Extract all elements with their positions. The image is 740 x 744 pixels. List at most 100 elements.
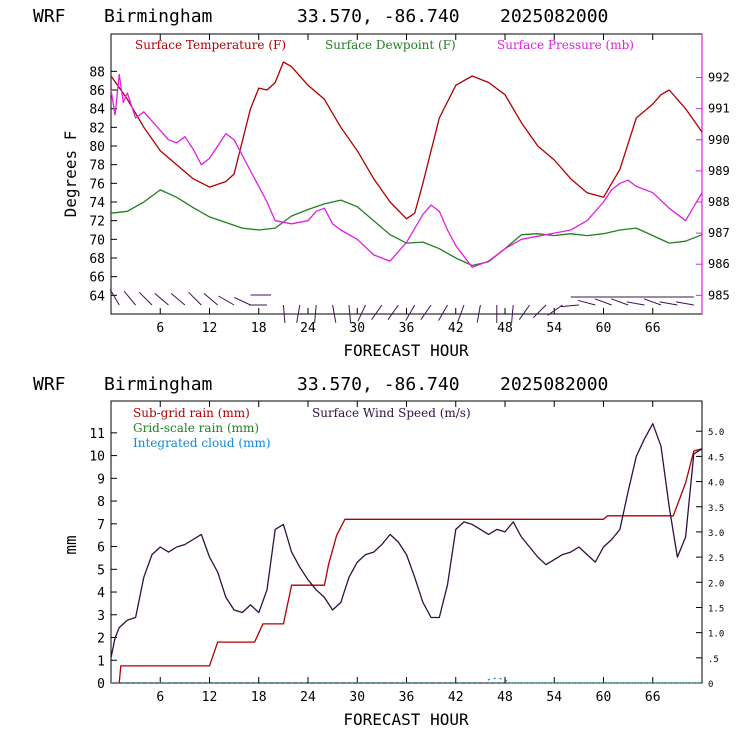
y2-tick-label: 991 — [708, 102, 730, 116]
legend-temperature: Surface Temperature (F) — [135, 38, 286, 52]
y2-tick-label: 0 — [708, 680, 713, 690]
wind-barb — [518, 304, 531, 320]
panel2-location: Birmingham — [104, 374, 212, 395]
y2-tick-label: 3.0 — [708, 529, 724, 539]
x-tick-label: 30 — [349, 690, 365, 705]
x-tick-label: 6 — [156, 321, 164, 336]
x-tick-label: 24 — [300, 321, 316, 336]
y2-tick-label: 4.0 — [708, 479, 724, 489]
panel2-y2-axis: 0 .5 1.0 1.5 2.0 2.5 3.0 3.5 4.0 4.5 5.0 — [696, 428, 724, 690]
surface-temperature-f-line — [110, 61, 703, 220]
panel1-series — [110, 61, 703, 268]
y2-tick-label: 986 — [708, 257, 730, 271]
wind-barb — [282, 304, 286, 323]
wind-barb — [532, 304, 547, 319]
y-tick-label: 64 — [89, 289, 105, 304]
legend-dewpoint: Surface Dewpoint (F) — [325, 38, 456, 52]
x-tick-label: 36 — [399, 690, 415, 705]
panel1-location: Birmingham — [104, 6, 212, 27]
panel1-model: WRF — [33, 6, 66, 27]
wind-barb — [577, 299, 596, 306]
legend-integrated-cloud: Integrated cloud (mm) — [133, 436, 271, 450]
wind-barb — [594, 298, 612, 306]
wind-barb — [626, 301, 645, 306]
wind-barb — [138, 291, 153, 306]
x-tick-label: 48 — [497, 690, 513, 705]
x-tick-label: 60 — [596, 321, 612, 336]
integrated-cloud-mm-line — [111, 677, 702, 684]
y-tick-label: 10 — [89, 450, 105, 465]
panel2-run: 2025082000 — [500, 374, 608, 395]
panel1-ylabel: Degrees F — [61, 131, 80, 218]
wind-barb — [332, 304, 337, 323]
y-tick-label: 11 — [89, 427, 105, 442]
y-tick-label: 86 — [89, 84, 105, 99]
y-tick-label: 66 — [89, 271, 105, 286]
y-tick-label: 84 — [89, 103, 105, 118]
y2-tick-label: 990 — [708, 133, 730, 147]
y-tick-label: 68 — [89, 252, 105, 267]
x-tick-label: 60 — [596, 690, 612, 705]
x-tick-label: 12 — [202, 690, 218, 705]
y-tick-label: 1 — [97, 654, 105, 669]
wind-barb — [676, 301, 694, 306]
y2-tick-label: 992 — [708, 71, 730, 85]
wind-barb — [476, 304, 481, 323]
x-tick-label: 54 — [546, 690, 562, 705]
y2-tick-label: 987 — [708, 226, 730, 240]
x-tick-label: 66 — [645, 690, 661, 705]
y-tick-label: 0 — [97, 677, 105, 692]
panel1-run: 2025082000 — [500, 6, 608, 27]
wind-barb — [154, 293, 169, 306]
y-tick-label: 88 — [89, 65, 105, 80]
panel2-model: WRF — [33, 374, 66, 395]
x-tick-label: 36 — [399, 321, 415, 336]
y2-tick-label: 2.5 — [708, 554, 724, 564]
wind-barb — [511, 304, 514, 323]
y2-tick-label: 989 — [708, 164, 730, 178]
wind-barb — [457, 304, 465, 323]
x-tick-label: 18 — [251, 690, 267, 705]
y2-tick-label: 5.0 — [708, 428, 724, 438]
panel1-frame — [110, 33, 703, 315]
panel2-y-axis: 0 1 2 3 4 5 6 7 8 9 10 11 — [89, 427, 117, 692]
x-tick-label: 30 — [349, 321, 365, 336]
wind-barb — [387, 304, 399, 320]
y2-tick-label: 3.5 — [708, 504, 724, 514]
wind-barb — [170, 293, 186, 306]
panel2-xlabel: FORECAST HOUR — [343, 710, 469, 729]
y-tick-label: 7 — [97, 518, 105, 533]
x-tick-label: 6 — [156, 690, 164, 705]
y2-tick-label: .5 — [708, 655, 719, 665]
y-tick-label: 6 — [97, 541, 105, 556]
y-tick-label: 3 — [97, 609, 105, 624]
panel1-y2-axis: 985 986 987 988 989 990 991 992 — [696, 71, 730, 302]
panel2-coords: 33.570, -86.740 — [297, 374, 460, 395]
y-tick-label: 70 — [89, 233, 105, 248]
surface-wind-speed-m-s-line — [110, 423, 703, 658]
y2-tick-label: 985 — [708, 288, 730, 302]
y-tick-label: 76 — [89, 177, 105, 192]
precip-panel: WRF Birmingham 33.570, -86.740 202508200… — [33, 374, 724, 729]
y2-tick-label: 988 — [708, 195, 730, 209]
legend-gridscale-rain: Grid-scale rain (mm) — [133, 421, 259, 435]
y2-tick-label: 4.5 — [708, 453, 724, 463]
x-tick-label: 12 — [202, 321, 218, 336]
wind-barb — [109, 289, 120, 306]
x-tick-label: 42 — [448, 690, 464, 705]
sub-grid-rain-mm-line — [111, 448, 703, 684]
x-tick-label: 48 — [497, 321, 513, 336]
wind-barb — [218, 295, 235, 306]
panel1-x-axis: 6 12 18 24 30 36 42 48 54 60 66 — [156, 34, 661, 336]
x-tick-label: 54 — [546, 321, 562, 336]
y-tick-label: 78 — [89, 159, 105, 174]
y2-tick-label: 2.0 — [708, 579, 724, 589]
panel2-series — [110, 423, 703, 684]
wind-barb — [123, 290, 136, 306]
wind-barb — [314, 304, 317, 323]
wind-barb — [296, 304, 301, 323]
wind-barbs — [109, 289, 694, 323]
wind-barb — [233, 296, 251, 306]
temperature-panel: WRF Birmingham 33.570, -86.740 202508200… — [33, 6, 730, 360]
y2-tick-label: 1.5 — [708, 604, 724, 614]
